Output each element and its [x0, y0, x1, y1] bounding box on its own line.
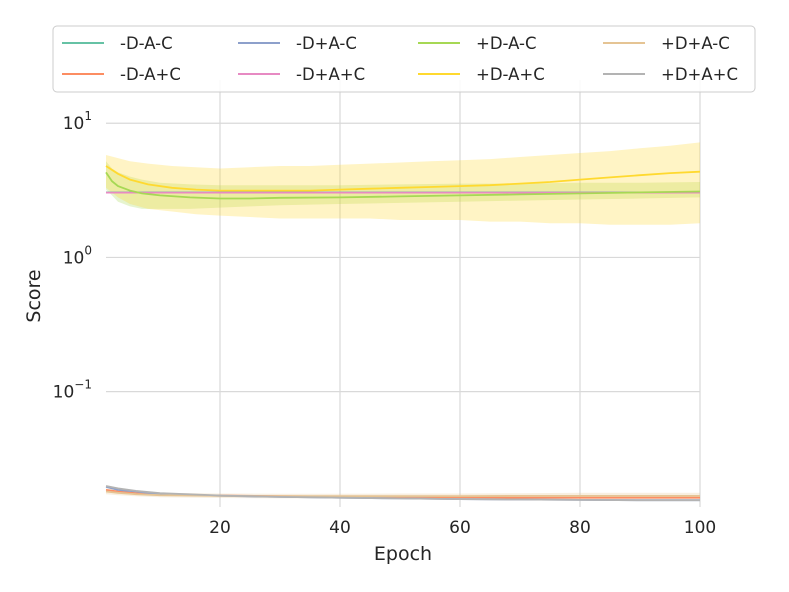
series-lines: [105, 165, 701, 502]
series-line-6: [105, 490, 700, 498]
legend-label-2: -D+A-C: [296, 34, 357, 53]
series-line-4: [105, 171, 701, 200]
legend-label-3: -D+A+C: [296, 65, 365, 84]
y-tick-label-2: 10−1: [53, 378, 92, 403]
x-axis-ticks: 20 40 60 80 100: [209, 518, 716, 538]
plot-area: [106, 80, 700, 507]
legend-label-5: +D-A+C: [476, 65, 545, 84]
x-tick-label-2: 60: [449, 518, 471, 538]
y-tick-label-0: 101: [63, 109, 92, 134]
y-axis-label: Score: [23, 269, 45, 322]
series-line-7: [105, 485, 700, 502]
y-axis-ticks: 101 100 10−1: [53, 109, 92, 402]
legend-label-0: -D-A-C: [120, 34, 173, 53]
x-tick-label-3: 80: [569, 518, 591, 538]
legend-frame: [52, 25, 756, 93]
x-axis-label: Epoch: [374, 543, 432, 565]
y-tick-label-1: 100: [63, 243, 92, 268]
x-tick-label-0: 20: [209, 518, 231, 538]
band-4: [106, 161, 700, 209]
grid: [106, 80, 701, 507]
legend-label-7: +D+A+C: [661, 65, 738, 84]
legend-label-6: +D+A-C: [661, 34, 730, 53]
legend: -D-A-C -D-A+C -D+A-C -D+A+C +D-A-C +D-A+C +D+A…: [52, 25, 756, 93]
x-tick-label-1: 40: [329, 518, 351, 538]
legend-label-1: -D-A+C: [120, 65, 181, 84]
legend-label-4: +D-A-C: [476, 34, 537, 53]
series-line-5: [105, 165, 701, 192]
x-tick-label-4: 100: [684, 518, 716, 538]
band-5: [106, 142, 700, 225]
